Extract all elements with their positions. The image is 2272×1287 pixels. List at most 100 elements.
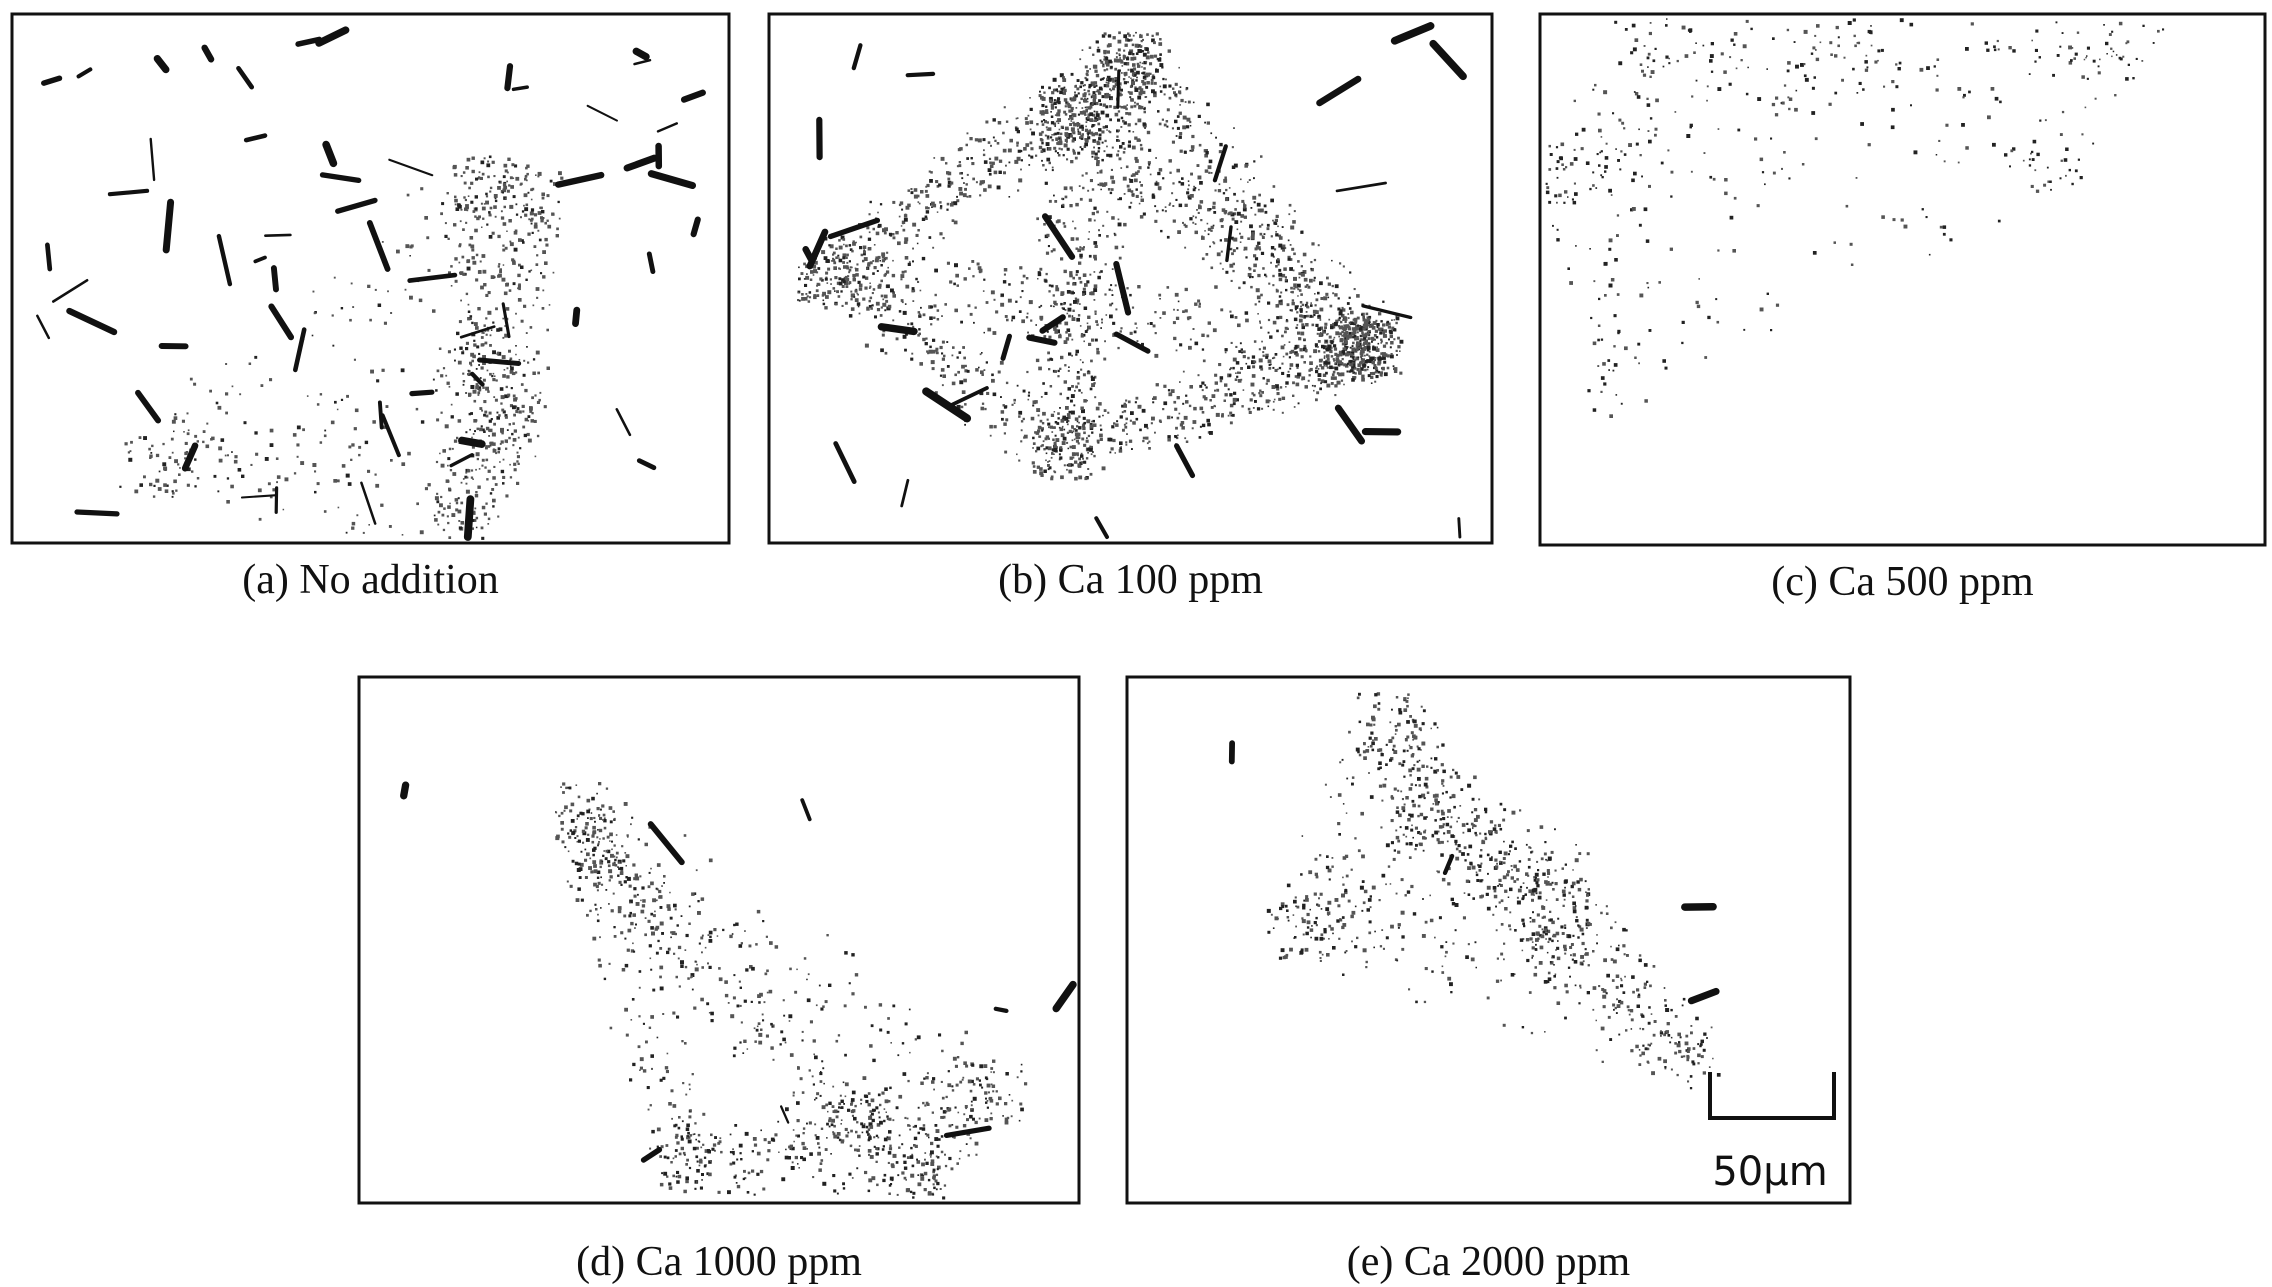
speckle	[1665, 56, 1668, 59]
speckle	[2095, 98, 2097, 100]
speckle	[1211, 172, 1213, 174]
speckle	[899, 310, 902, 313]
speckle	[911, 353, 913, 355]
speckle	[1374, 359, 1376, 361]
speckle	[1741, 59, 1743, 61]
speckle	[1086, 437, 1088, 439]
speckle	[1550, 153, 1553, 156]
speckle	[638, 838, 640, 840]
speckle	[1093, 255, 1097, 259]
speckle	[1118, 53, 1120, 55]
speckle	[1640, 154, 1642, 156]
speckle	[929, 316, 933, 320]
speckle	[1273, 185, 1276, 188]
speckle	[424, 216, 428, 220]
speckle	[1299, 319, 1303, 323]
speckle	[495, 452, 497, 454]
speckle	[1710, 54, 1714, 58]
speckle	[1052, 139, 1054, 141]
speckle	[1217, 252, 1221, 256]
speckle	[1259, 321, 1261, 323]
speckle	[585, 826, 588, 829]
speckle	[1350, 369, 1353, 372]
speckle	[540, 272, 542, 274]
speckle	[313, 291, 315, 293]
speckle	[1199, 303, 1201, 305]
speckle	[1114, 68, 1117, 71]
speckle	[1354, 288, 1356, 290]
speckle	[1137, 285, 1140, 288]
speckle	[384, 322, 387, 325]
speckle	[1393, 368, 1395, 370]
speckle	[1041, 430, 1043, 432]
speckle	[949, 280, 952, 283]
speckle	[1649, 329, 1652, 332]
speckle	[225, 455, 227, 457]
speckle	[702, 935, 704, 937]
speckle	[1047, 352, 1050, 355]
speckle	[1604, 262, 1608, 266]
speckle	[1746, 20, 1749, 23]
speckle	[536, 254, 538, 256]
speckle	[946, 171, 949, 174]
speckle	[466, 490, 470, 494]
speckle	[1114, 233, 1116, 235]
speckle	[478, 270, 482, 274]
speckle	[1086, 440, 1088, 442]
speckle	[824, 306, 827, 309]
speckle	[1648, 130, 1650, 132]
speckle	[965, 1031, 969, 1035]
speckle	[1593, 342, 1597, 346]
speckle	[1647, 66, 1649, 68]
speckle	[1082, 129, 1084, 131]
speckle	[1319, 281, 1323, 285]
speckle	[1641, 176, 1643, 178]
speckle	[437, 370, 440, 373]
speckle	[1175, 427, 1178, 430]
speckle	[840, 290, 842, 292]
speckle	[1374, 381, 1376, 383]
speckle	[1194, 303, 1197, 306]
speckle	[602, 855, 604, 857]
speckle	[599, 838, 601, 840]
speckle	[1153, 41, 1156, 44]
speckle	[852, 274, 856, 278]
speckle	[1639, 294, 1643, 298]
speckle	[489, 373, 492, 376]
speckle	[961, 177, 963, 179]
speckle	[1125, 400, 1127, 402]
speckle	[1361, 368, 1363, 370]
speckle	[460, 220, 462, 222]
micrograph-frame	[359, 677, 1079, 1203]
speckle	[1815, 137, 1818, 140]
speckle	[1324, 380, 1327, 383]
speckle	[1106, 68, 1108, 70]
speckle	[1350, 363, 1353, 366]
speckle	[1275, 353, 1278, 356]
speckle	[1285, 353, 1288, 356]
speckle	[1098, 184, 1100, 186]
speckle	[1046, 252, 1049, 255]
speckle	[1074, 439, 1076, 441]
speckle	[636, 902, 640, 906]
speckle	[1304, 315, 1307, 318]
speckle	[488, 518, 491, 521]
speckle	[1302, 304, 1304, 306]
speckle	[1293, 253, 1296, 256]
speckle	[838, 277, 841, 280]
speckle	[1234, 220, 1238, 224]
speckle	[940, 346, 943, 349]
speckle	[1071, 385, 1074, 388]
speckle	[1593, 408, 1597, 412]
speckle	[922, 218, 925, 221]
speckle	[1082, 187, 1084, 189]
speckle	[1045, 182, 1048, 185]
speckle	[1068, 387, 1072, 391]
speckle	[1111, 98, 1113, 100]
speckle	[1202, 424, 1205, 427]
speckle	[1193, 188, 1196, 191]
speckle	[511, 163, 514, 166]
speckle	[1321, 345, 1325, 349]
speckle	[991, 290, 995, 294]
speckle	[1249, 411, 1252, 414]
